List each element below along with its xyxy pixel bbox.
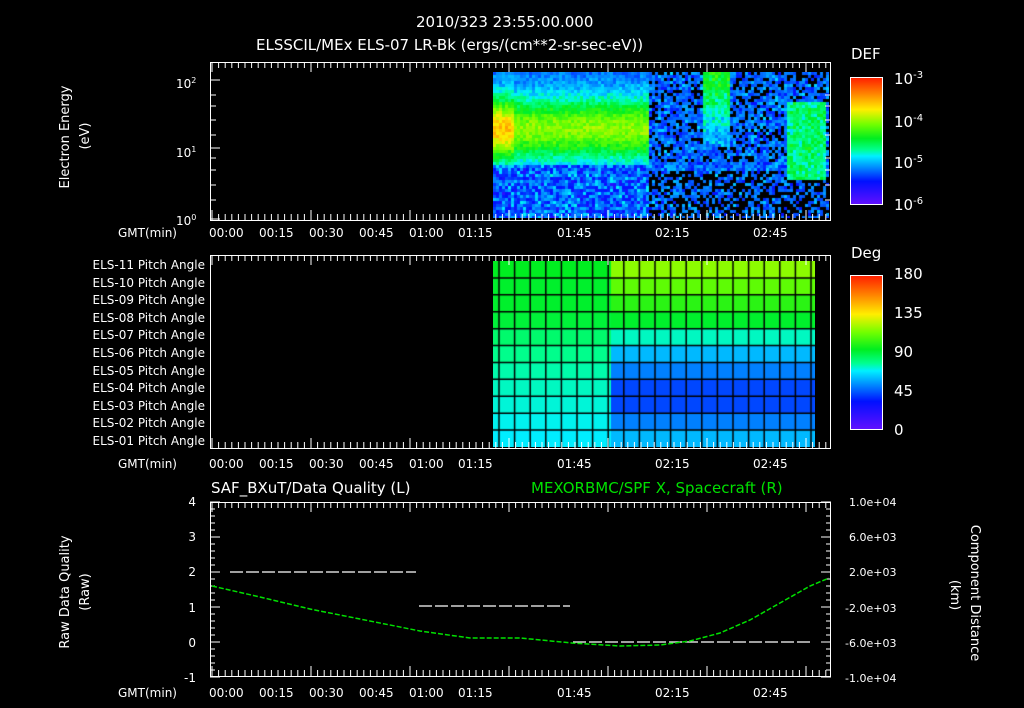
xtick-label: 02:45: [753, 226, 788, 240]
data-quality-plot[interactable]: [210, 502, 831, 677]
xtick-label: 00:45: [359, 457, 394, 471]
panel1-xlabel: GMT(min): [118, 226, 177, 240]
xtick-label: 01:45: [557, 457, 592, 471]
right-ytick-label: -6.0e+03: [845, 636, 897, 650]
pitch-angle-row-label: ELS-06 Pitch Angle: [92, 346, 205, 360]
pitch-angle-row-label: ELS-09 Pitch Angle: [92, 293, 205, 308]
colorbar2-label-0: 0: [894, 421, 904, 439]
colorbar2-label-90: 90: [894, 343, 914, 361]
colorbar1-label-1e-5: 10-5: [894, 154, 924, 172]
xtick-label: 01:15: [458, 686, 493, 700]
left-ytick-label: 4: [188, 495, 196, 509]
colorbar2-title: Deg: [851, 244, 882, 262]
xtick-label: 00:30: [309, 226, 344, 240]
pitch-angle-row-label: ELS-02 Pitch Angle: [92, 416, 205, 431]
xtick-label: 00:00: [209, 686, 244, 700]
panel1-ytick-100: 102: [176, 76, 197, 91]
xtick-label: 02:15: [655, 457, 690, 471]
energy-spectrogram-plot[interactable]: [210, 62, 831, 221]
pitch-angle-canvas: [493, 261, 815, 447]
left-ytick-label: 3: [188, 530, 196, 545]
colorbar2-label-45: 45: [894, 382, 914, 400]
pitch-angle-row-label: ELS-04 Pitch Angle: [92, 381, 205, 396]
xtick-label: 01:15: [458, 226, 493, 240]
right-ytick-label: -2.0e+03: [845, 601, 897, 615]
left-ytick-label: 2: [188, 565, 196, 580]
panel3-right-title: MEXORBMC/SPF X, Spacecraft (R): [531, 479, 783, 497]
right-ytick-label: 6.0e+03: [849, 531, 897, 545]
deg-colorbar: [850, 275, 883, 430]
colorbar1-title: DEF: [851, 45, 881, 63]
colorbar1-label-1e-6: 10-6: [894, 196, 924, 214]
pitch-angle-plot[interactable]: [210, 255, 831, 449]
xtick-label: 01:00: [409, 226, 444, 240]
xtick-label: 02:45: [753, 457, 788, 471]
xtick-label: 01:45: [557, 686, 592, 700]
xtick-label: 02:45: [753, 686, 788, 700]
xtick-label: 02:15: [655, 226, 690, 240]
xtick-label: 00:15: [259, 457, 294, 471]
pitch-angle-row-label: ELS-05 Pitch Angle: [92, 363, 205, 378]
right-ytick-label: 1.0e+04: [849, 496, 897, 509]
xtick-label: 01:00: [409, 457, 444, 471]
xtick-label: 01:45: [557, 226, 592, 240]
spacecraft-x-line: [211, 577, 830, 647]
panel2-xlabel: GMT(min): [118, 457, 177, 471]
pitch-angle-row-label: ELS-03 Pitch Angle: [92, 398, 205, 413]
xtick-label: 00:30: [309, 686, 344, 700]
panel1-ytick-10: 101: [176, 145, 197, 160]
xtick-label: 01:00: [409, 686, 444, 700]
xtick-label: 00:00: [209, 226, 244, 240]
right-ytick-label: -1.0e+04: [845, 672, 897, 685]
pitch-angle-row-label: ELS-08 Pitch Angle: [92, 310, 205, 325]
xtick-label: 00:15: [259, 686, 294, 700]
colorbar2-label-180: 180: [894, 265, 923, 283]
xtick-label: 00:15: [259, 226, 294, 240]
right-ytick-label: 2.0e+03: [849, 566, 897, 580]
pitch-angle-row-label: ELS-01 Pitch Angle: [92, 434, 205, 448]
xtick-label: 00:30: [309, 457, 344, 471]
colorbar1-label-1e-4: 10-4: [894, 113, 924, 131]
xtick-label: 00:45: [359, 226, 394, 240]
plot-timestamp: 2010/323 23:55:00.000: [416, 13, 594, 31]
pitch-angle-row-label: ELS-10 Pitch Angle: [92, 275, 205, 290]
spectrogram-canvas: [493, 72, 829, 218]
def-colorbar: [850, 77, 883, 205]
left-ytick-label: -1: [184, 671, 196, 685]
panel3-left-title: SAF_BXuT/Data Quality (L): [211, 479, 411, 497]
left-ytick-label: 1: [188, 600, 196, 615]
pitch-angle-row-label: ELS-07 Pitch Angle: [92, 328, 205, 343]
xtick-label: 00:00: [209, 457, 244, 471]
xtick-label: 00:45: [359, 686, 394, 700]
xtick-label: 02:15: [655, 686, 690, 700]
panel1-ytick-1: 100: [176, 213, 197, 228]
panel1-title: ELSSCIL/MEx ELS-07 LR-Bk (ergs/(cm**2-sr…: [256, 36, 644, 54]
panel3-xlabel: GMT(min): [118, 686, 177, 700]
colorbar1-label-1e-3: 10-3: [894, 70, 924, 88]
colorbar2-label-135: 135: [894, 304, 923, 322]
pitch-angle-row-label: ELS-11 Pitch Angle: [92, 258, 205, 272]
left-ytick-label: 0: [188, 635, 196, 650]
xtick-label: 01:15: [458, 457, 493, 471]
